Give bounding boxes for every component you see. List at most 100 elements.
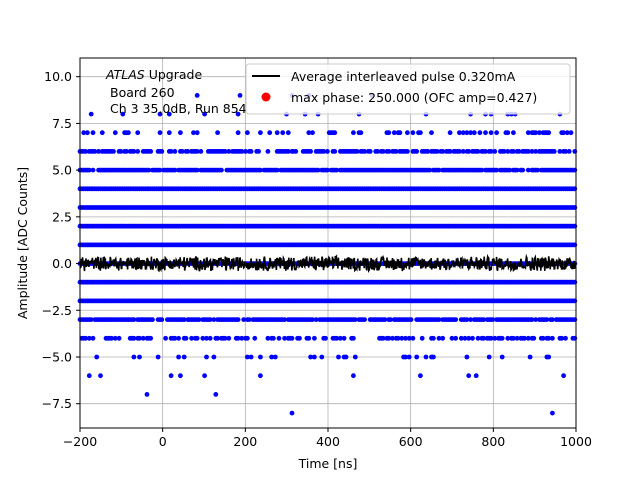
legend-box (245, 63, 571, 115)
scatter-point (183, 335, 189, 341)
scatter-point (418, 130, 423, 136)
scatter-point (131, 317, 137, 322)
annotation-line3: Ch 3 35.0dB, Run 854 (110, 101, 247, 116)
scatter-point (226, 335, 232, 341)
scatter-point (336, 354, 341, 360)
scatter-point (308, 354, 313, 360)
scatter-point (99, 130, 105, 136)
scatter-point (112, 130, 118, 136)
scatter-point (237, 93, 243, 98)
scatter-point (207, 335, 213, 341)
scatter-point (507, 167, 513, 173)
scatter-point (202, 373, 208, 379)
scatter-point (414, 149, 420, 154)
scatter-point (256, 149, 261, 154)
scatter-point (258, 354, 263, 360)
scatter-point (423, 354, 429, 360)
scatter-point (285, 149, 291, 154)
scatter-point (460, 149, 466, 154)
scatter-point (204, 354, 209, 360)
scatter-point (440, 149, 446, 154)
scatter-point (86, 167, 92, 173)
x-tick-label: 0 (159, 434, 167, 449)
scatter-point (297, 335, 302, 341)
annotation-rest: Upgrade (145, 67, 203, 82)
scatter-point (468, 130, 473, 136)
scatter-point (436, 335, 442, 341)
scatter-point (245, 130, 250, 136)
scatter-point (137, 354, 142, 360)
scatter-point (319, 354, 325, 360)
scatter-point (200, 335, 206, 341)
scatter-point (88, 111, 94, 117)
scatter-point (179, 149, 185, 154)
scatter-point (112, 335, 118, 341)
scatter-point (168, 373, 174, 379)
scatter-point (258, 373, 263, 379)
scatter-point (505, 130, 511, 136)
scatter-point (172, 335, 178, 341)
scatter-point (559, 335, 565, 341)
scatter-point (265, 149, 271, 154)
scatter-point (403, 335, 408, 341)
scatter-point (457, 149, 462, 154)
scatter-point (475, 335, 481, 341)
scatter-point (550, 410, 555, 416)
scatter-point (120, 111, 126, 117)
scatter-point (546, 354, 552, 360)
scatter-point (189, 335, 195, 341)
scatter-point (258, 167, 263, 173)
scatter-point (181, 317, 187, 322)
scatter-point (564, 130, 570, 136)
scatter-point (464, 317, 470, 322)
scatter-point (488, 130, 494, 136)
scatter-point (140, 335, 146, 341)
scatter-point (477, 130, 483, 136)
scatter-point (351, 335, 356, 341)
scatter-point (131, 335, 137, 341)
scatter-point (272, 354, 278, 360)
scatter-point (414, 354, 420, 360)
scatter-point (343, 354, 349, 360)
scatter-point (202, 111, 208, 117)
scatter-point (525, 149, 531, 154)
scatter-point (405, 130, 410, 136)
scatter-point (235, 130, 241, 136)
scatter-point (388, 317, 393, 322)
scatter-point (239, 149, 245, 154)
scatter-point (375, 149, 380, 154)
y-tick-label: −2.5 (42, 303, 72, 318)
scatter-point (159, 317, 165, 322)
scatter-point (282, 335, 287, 341)
scatter-point (561, 373, 566, 379)
scatter-point (267, 130, 273, 136)
scatter-point (148, 149, 154, 154)
scatter-point (533, 130, 539, 136)
scatter-point (522, 335, 527, 341)
scatter-point (338, 335, 343, 341)
scatter-point (418, 373, 423, 379)
scatter-point (566, 149, 572, 154)
scatter-point (406, 335, 412, 341)
scatter-point (431, 335, 436, 341)
scatter-point (352, 317, 358, 322)
scatter-point (163, 335, 169, 341)
scatter-point (146, 167, 152, 173)
scatter-point (429, 130, 434, 136)
scatter-point (181, 354, 187, 360)
scatter-point (488, 149, 494, 154)
scatter-point (436, 317, 442, 322)
scatter-point (511, 130, 516, 136)
scatter-point (312, 335, 317, 341)
scatter-point (447, 130, 453, 136)
scatter-point (88, 317, 94, 322)
scatter-point (431, 354, 436, 360)
scatter-point (362, 149, 367, 154)
scatter-point (386, 335, 392, 341)
x-tick-label: 600 (399, 434, 423, 449)
scatter-point (168, 149, 174, 154)
scatter-point (525, 335, 531, 341)
axis-ticks: −200 0 200 400 600 800 1000 −7.5 −5.0 −2.5 0.0 2.5 5… (42, 69, 592, 449)
scatter-point (380, 149, 386, 154)
scatter-point (211, 354, 217, 360)
